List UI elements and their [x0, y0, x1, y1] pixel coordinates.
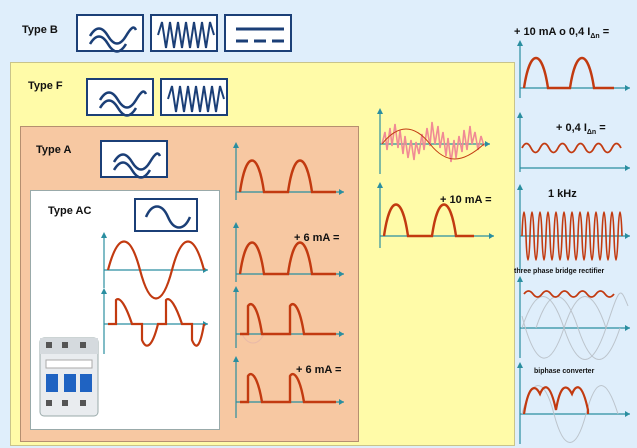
one-khz-label: 1 kHz	[548, 188, 577, 200]
three-phase-label: three phase bridge rectifier	[514, 268, 605, 275]
biphase-label: biphase converter	[534, 368, 595, 375]
type-b-ripple-waveform	[517, 112, 630, 172]
right-top-label-main: + 10 mA o 0,4 I	[514, 26, 591, 38]
type-a-phase-cut-waveform-2	[233, 356, 344, 418]
type-a-label: Type A	[36, 144, 72, 156]
right-top-label: + 10 mA o 0,4 IΔn =	[514, 26, 609, 40]
type-b-pulse-waveform	[517, 40, 630, 98]
plus-10ma-label: + 10 mA =	[440, 194, 492, 206]
three-phase-waveform	[517, 276, 630, 360]
right-second-label-tail: =	[596, 122, 606, 134]
biphase-waveform	[517, 362, 630, 444]
type-a-pulse-waveform-2	[233, 222, 344, 282]
ac-dc-mixed-wave-icon	[76, 14, 144, 53]
circuit-breaker-rcd-icon	[39, 337, 99, 417]
type-b-1khz-waveform	[517, 184, 630, 270]
type-f-label: Type F	[28, 80, 63, 92]
ac-phase-cut-waveform	[101, 288, 208, 354]
right-top-label-tail: =	[599, 26, 610, 38]
plus-6ma-label-top: + 6 mA =	[294, 232, 340, 244]
right-top-label-sub: Δn	[590, 33, 600, 41]
right-second-label: + 0,4 IΔn =	[556, 122, 606, 136]
right-second-label-sub: Δn	[586, 129, 597, 137]
ac-dc-mixed-wave-icon	[86, 78, 154, 117]
high-frequency-wave-icon	[160, 78, 228, 116]
type-a-phase-cut-waveform-1	[233, 286, 344, 348]
sine-wave-icon	[134, 198, 198, 232]
high-frequency-wave-icon	[150, 14, 218, 52]
type-b-label: Type B	[22, 24, 58, 36]
type-f-pulse-waveform	[377, 182, 494, 248]
type-f-noisy-waveform	[377, 108, 490, 174]
type-a-pulse-waveform-1	[233, 142, 344, 200]
right-second-label-main: + 0,4 I	[556, 122, 587, 134]
plus-6ma-label-bottom: + 6 mA =	[296, 364, 342, 376]
type-ac-label: Type AC	[48, 205, 92, 217]
ac-sine-waveform	[101, 232, 208, 300]
dc-symbol-icon	[224, 14, 292, 52]
ac-dc-mixed-wave-icon	[100, 140, 168, 179]
